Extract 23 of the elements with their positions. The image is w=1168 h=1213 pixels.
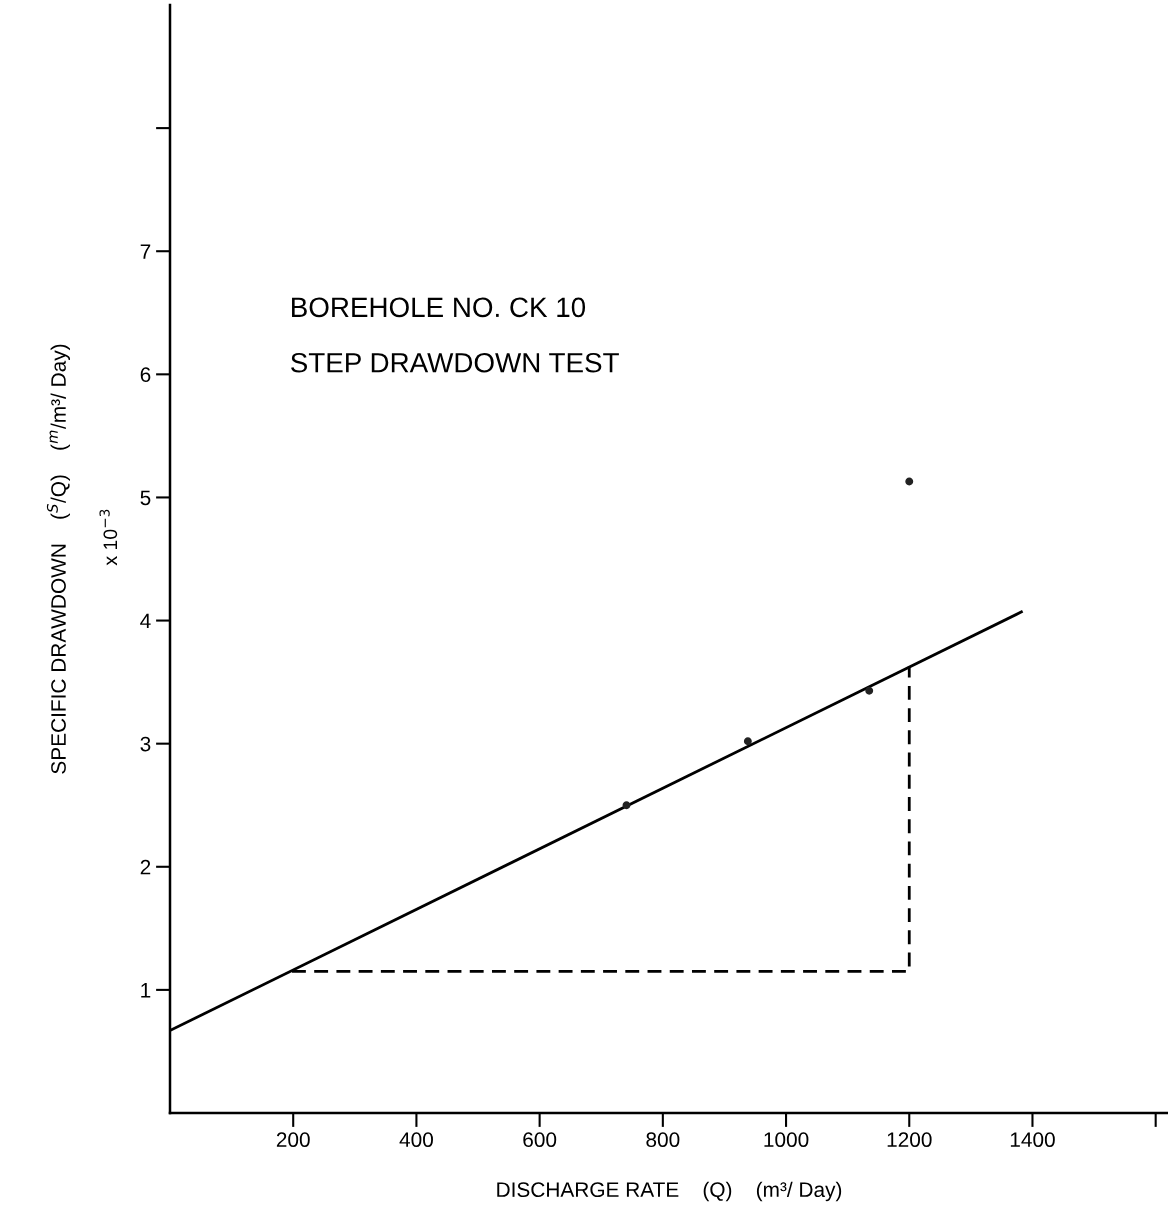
- point: [905, 477, 914, 486]
- point: [865, 686, 874, 695]
- point: [743, 737, 752, 746]
- x-tick-label: 1400: [1010, 1132, 1055, 1148]
- y-tick-label: 5: [140, 490, 151, 506]
- text: x 10$^{−3}$: [99, 509, 118, 566]
- y-tick-label: 3: [140, 736, 151, 752]
- y-tick-label: 1: [141, 983, 151, 998]
- x-tick-label: 600: [523, 1132, 557, 1148]
- x-axis-title: DISCHARGE RATE (Q) (m³/ Day): [497, 1181, 842, 1202]
- x-tick-label: 800: [646, 1132, 680, 1148]
- x-tick-label: 200: [276, 1132, 310, 1148]
- x-tick-label: 1000: [764, 1132, 809, 1148]
- annotation: STEP DRAWDOWN TEST: [291, 352, 619, 373]
- y-tick-label: 4: [140, 613, 151, 629]
- x-tick-label: 1200: [887, 1132, 932, 1148]
- y-axis-title: SPECIFIC DRAWDOWN ($^{S}$/Q) ($^{m}$/m³/ Day): [46, 344, 71, 774]
- y-tick-label: 6: [140, 367, 151, 383]
- x-tick-label: 400: [399, 1132, 433, 1148]
- y-tick-label: 7: [140, 244, 151, 259]
- y-tick-label: 2: [140, 859, 151, 875]
- annotation: BOREHOLE NO. CK 10: [292, 297, 586, 318]
- point: [622, 801, 631, 810]
